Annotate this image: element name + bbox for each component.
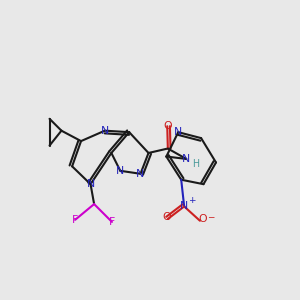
- Text: F: F: [109, 217, 115, 227]
- Text: N: N: [116, 166, 124, 176]
- Text: O: O: [198, 214, 207, 224]
- Text: +: +: [188, 196, 196, 205]
- Text: N: N: [101, 126, 109, 136]
- Text: O: O: [163, 121, 172, 131]
- Text: N: N: [86, 179, 95, 189]
- Text: H: H: [192, 159, 199, 169]
- Text: N: N: [180, 202, 188, 212]
- Text: F: F: [72, 215, 78, 225]
- Text: N: N: [174, 127, 182, 137]
- Text: −: −: [207, 212, 214, 221]
- Text: O: O: [162, 212, 171, 223]
- Text: N: N: [182, 154, 190, 164]
- Text: N: N: [136, 169, 145, 179]
